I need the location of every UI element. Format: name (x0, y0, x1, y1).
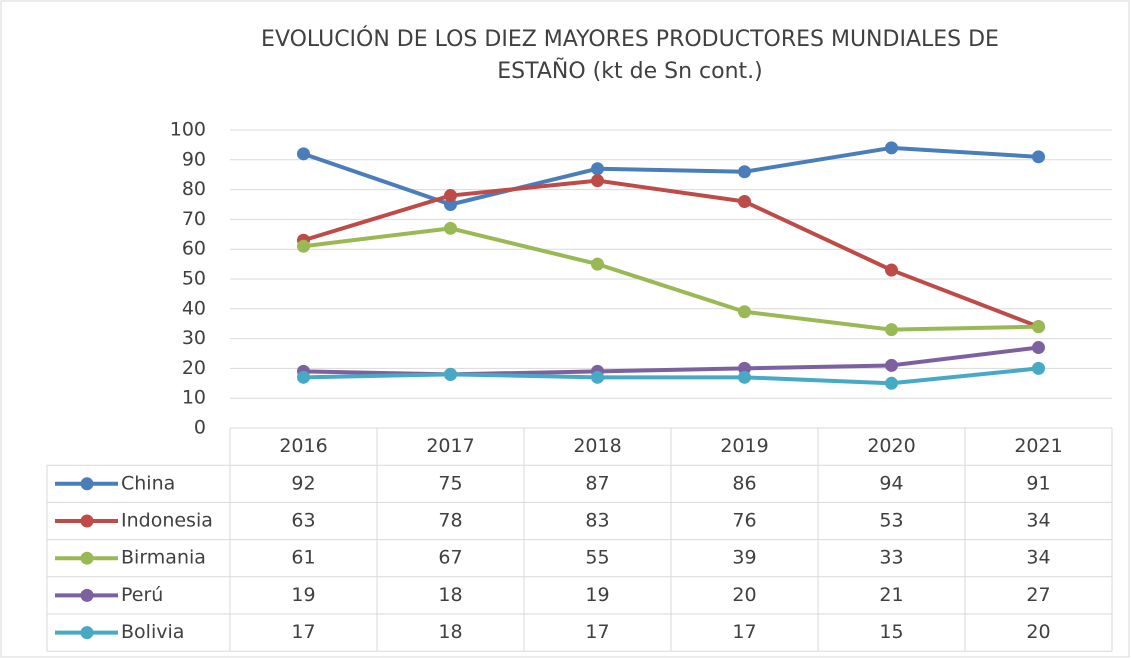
y-tick-label: 0 (194, 417, 206, 439)
line (303, 366, 1039, 386)
table-value: 18 (438, 621, 462, 643)
table-value: 61 (291, 547, 315, 569)
table-value: 76 (732, 510, 756, 532)
y-tick-label: 70 (182, 208, 206, 230)
marker (738, 195, 751, 209)
marker (1032, 320, 1045, 334)
marker (738, 305, 751, 319)
table-value: 94 (879, 472, 903, 494)
table-value: 33 (879, 547, 903, 569)
table-value: 91 (1026, 472, 1050, 494)
table-value: 53 (879, 510, 903, 532)
legend-label: Perú (121, 584, 163, 606)
table-value: 75 (438, 472, 462, 494)
marker (444, 221, 457, 235)
marker (885, 358, 898, 372)
table-value: 55 (585, 547, 609, 569)
marker (591, 174, 604, 188)
table-value: 20 (1026, 621, 1050, 643)
legend-marker (80, 514, 94, 528)
marker (1032, 150, 1045, 164)
marker (297, 147, 310, 161)
marker (444, 189, 457, 203)
legend-label: China (121, 472, 175, 494)
table-value: 20 (732, 584, 756, 606)
table-value: 34 (1026, 510, 1050, 532)
table-value: 63 (291, 510, 315, 532)
marker (444, 367, 457, 381)
table-value: 86 (732, 472, 756, 494)
y-tick-label: 90 (182, 148, 206, 170)
chart-title: ESTAÑO (kt de Sn cont.) (497, 57, 762, 84)
table-value: 19 (585, 584, 609, 606)
y-tick-label: 40 (182, 297, 206, 319)
marker (591, 370, 604, 384)
x-tick-label: 2016 (279, 435, 327, 457)
y-tick-label: 60 (182, 238, 206, 260)
marker (738, 361, 751, 375)
y-tick-label: 50 (182, 268, 206, 290)
marker (591, 162, 604, 176)
legend-marker (80, 626, 94, 640)
marker (444, 198, 457, 211)
table-value: 67 (438, 547, 462, 569)
y-tick-label: 30 (182, 327, 206, 349)
table-value: 87 (585, 472, 609, 494)
chart-title: EVOLUCIÓN DE LOS DIEZ MAYORES PRODUCTORE… (261, 26, 999, 52)
x-tick-label: 2020 (867, 435, 915, 457)
y-tick-label: 100 (170, 119, 206, 141)
marker (297, 370, 310, 384)
y-tick-label: 10 (182, 387, 206, 409)
table-value: 92 (291, 472, 315, 494)
legend-label: Birmania (121, 547, 206, 569)
marker (1032, 341, 1045, 355)
table-value: 27 (1026, 584, 1050, 606)
line (302, 178, 1040, 329)
line (302, 145, 1039, 207)
table-value: 17 (732, 621, 756, 643)
table-value: 19 (291, 584, 315, 606)
table-value: 83 (585, 510, 609, 532)
marker (297, 239, 310, 253)
x-tick-label: 2017 (426, 435, 474, 457)
marker (1032, 361, 1045, 375)
table-value: 34 (1026, 547, 1050, 569)
table-value: 18 (438, 584, 462, 606)
marker (591, 257, 604, 271)
legend-marker (80, 551, 94, 565)
marker (738, 165, 751, 179)
table-value: 78 (438, 510, 462, 532)
table-value: 17 (291, 621, 315, 643)
table-value: 39 (732, 547, 756, 569)
x-tick-label: 2018 (573, 435, 621, 457)
legend-label: Indonesia (121, 510, 213, 532)
marker (738, 370, 751, 384)
table-value: 21 (879, 584, 903, 606)
line (303, 226, 1039, 332)
marker (885, 376, 898, 390)
marker (885, 323, 898, 337)
legend-label: Bolivia (121, 621, 184, 643)
marker (885, 141, 898, 155)
y-tick-label: 80 (182, 178, 206, 200)
legend-marker (80, 588, 94, 602)
table-value: 15 (879, 621, 903, 643)
x-tick-label: 2021 (1014, 435, 1062, 457)
legend-marker (80, 477, 94, 491)
marker (885, 263, 898, 277)
x-tick-label: 2019 (720, 435, 768, 457)
table-value: 17 (585, 621, 609, 643)
y-tick-label: 20 (182, 357, 206, 379)
